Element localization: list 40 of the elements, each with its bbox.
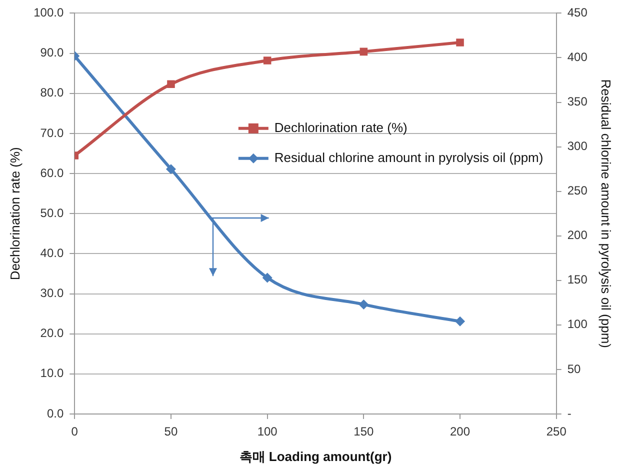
y-tick-label: 50.0 [40,206,64,220]
x-tick-label: 250 [546,424,567,439]
y-tick-label: 30.0 [40,286,64,300]
y2-tick-label: 250 [567,184,588,198]
y2-tick-label: 200 [567,228,588,242]
y-tick-label: 90.0 [40,46,64,60]
y-tick-label: 10.0 [40,366,64,380]
y-tick-label: 40.0 [40,246,64,260]
y2-tick-label: - [567,406,572,420]
point [360,48,368,56]
point [262,272,272,283]
x-axis-title: 촉매 Loading amount(gr) [239,448,392,464]
x-tick-label: 150 [354,424,374,439]
legend-label: Dechlorination rate (%) [274,120,408,135]
y2-tick-label: 100 [567,317,588,332]
legend-label: Residual chlorine amount in pyrolysis oil (ppm) [274,150,544,165]
y-tick-label: 0.0 [46,406,64,420]
y2-tick-label: 50 [567,362,582,376]
x-tick-label: 100 [257,424,278,439]
x-tick-label: 200 [450,424,470,439]
y-tick-label: 80.0 [40,86,64,100]
y2-tick-label: 450 [567,6,588,20]
y-tick-label: 100.0 [34,6,64,20]
point [167,80,175,88]
point [166,164,176,174]
x-tick-label: 0 [71,424,78,439]
y-tick-label: 20.0 [40,326,64,340]
x-tick-label: 50 [164,424,178,439]
y2-axis-title: Residual chlorine amount in pyrolysis oil (ppm) [598,79,614,348]
y-axis-title: Dechlorination rate (%) [7,147,22,280]
y2-tick-label: 150 [567,272,588,287]
y2-tick-label: 400 [567,50,588,64]
y-tick-label: 60.0 [40,166,64,180]
point [263,56,272,64]
y2-tick-label: 300 [567,139,588,154]
y2-tick-label: 350 [567,94,588,109]
point [358,299,369,310]
point [455,316,466,326]
y-tick-label: 70.0 [40,126,64,140]
point [456,38,464,46]
